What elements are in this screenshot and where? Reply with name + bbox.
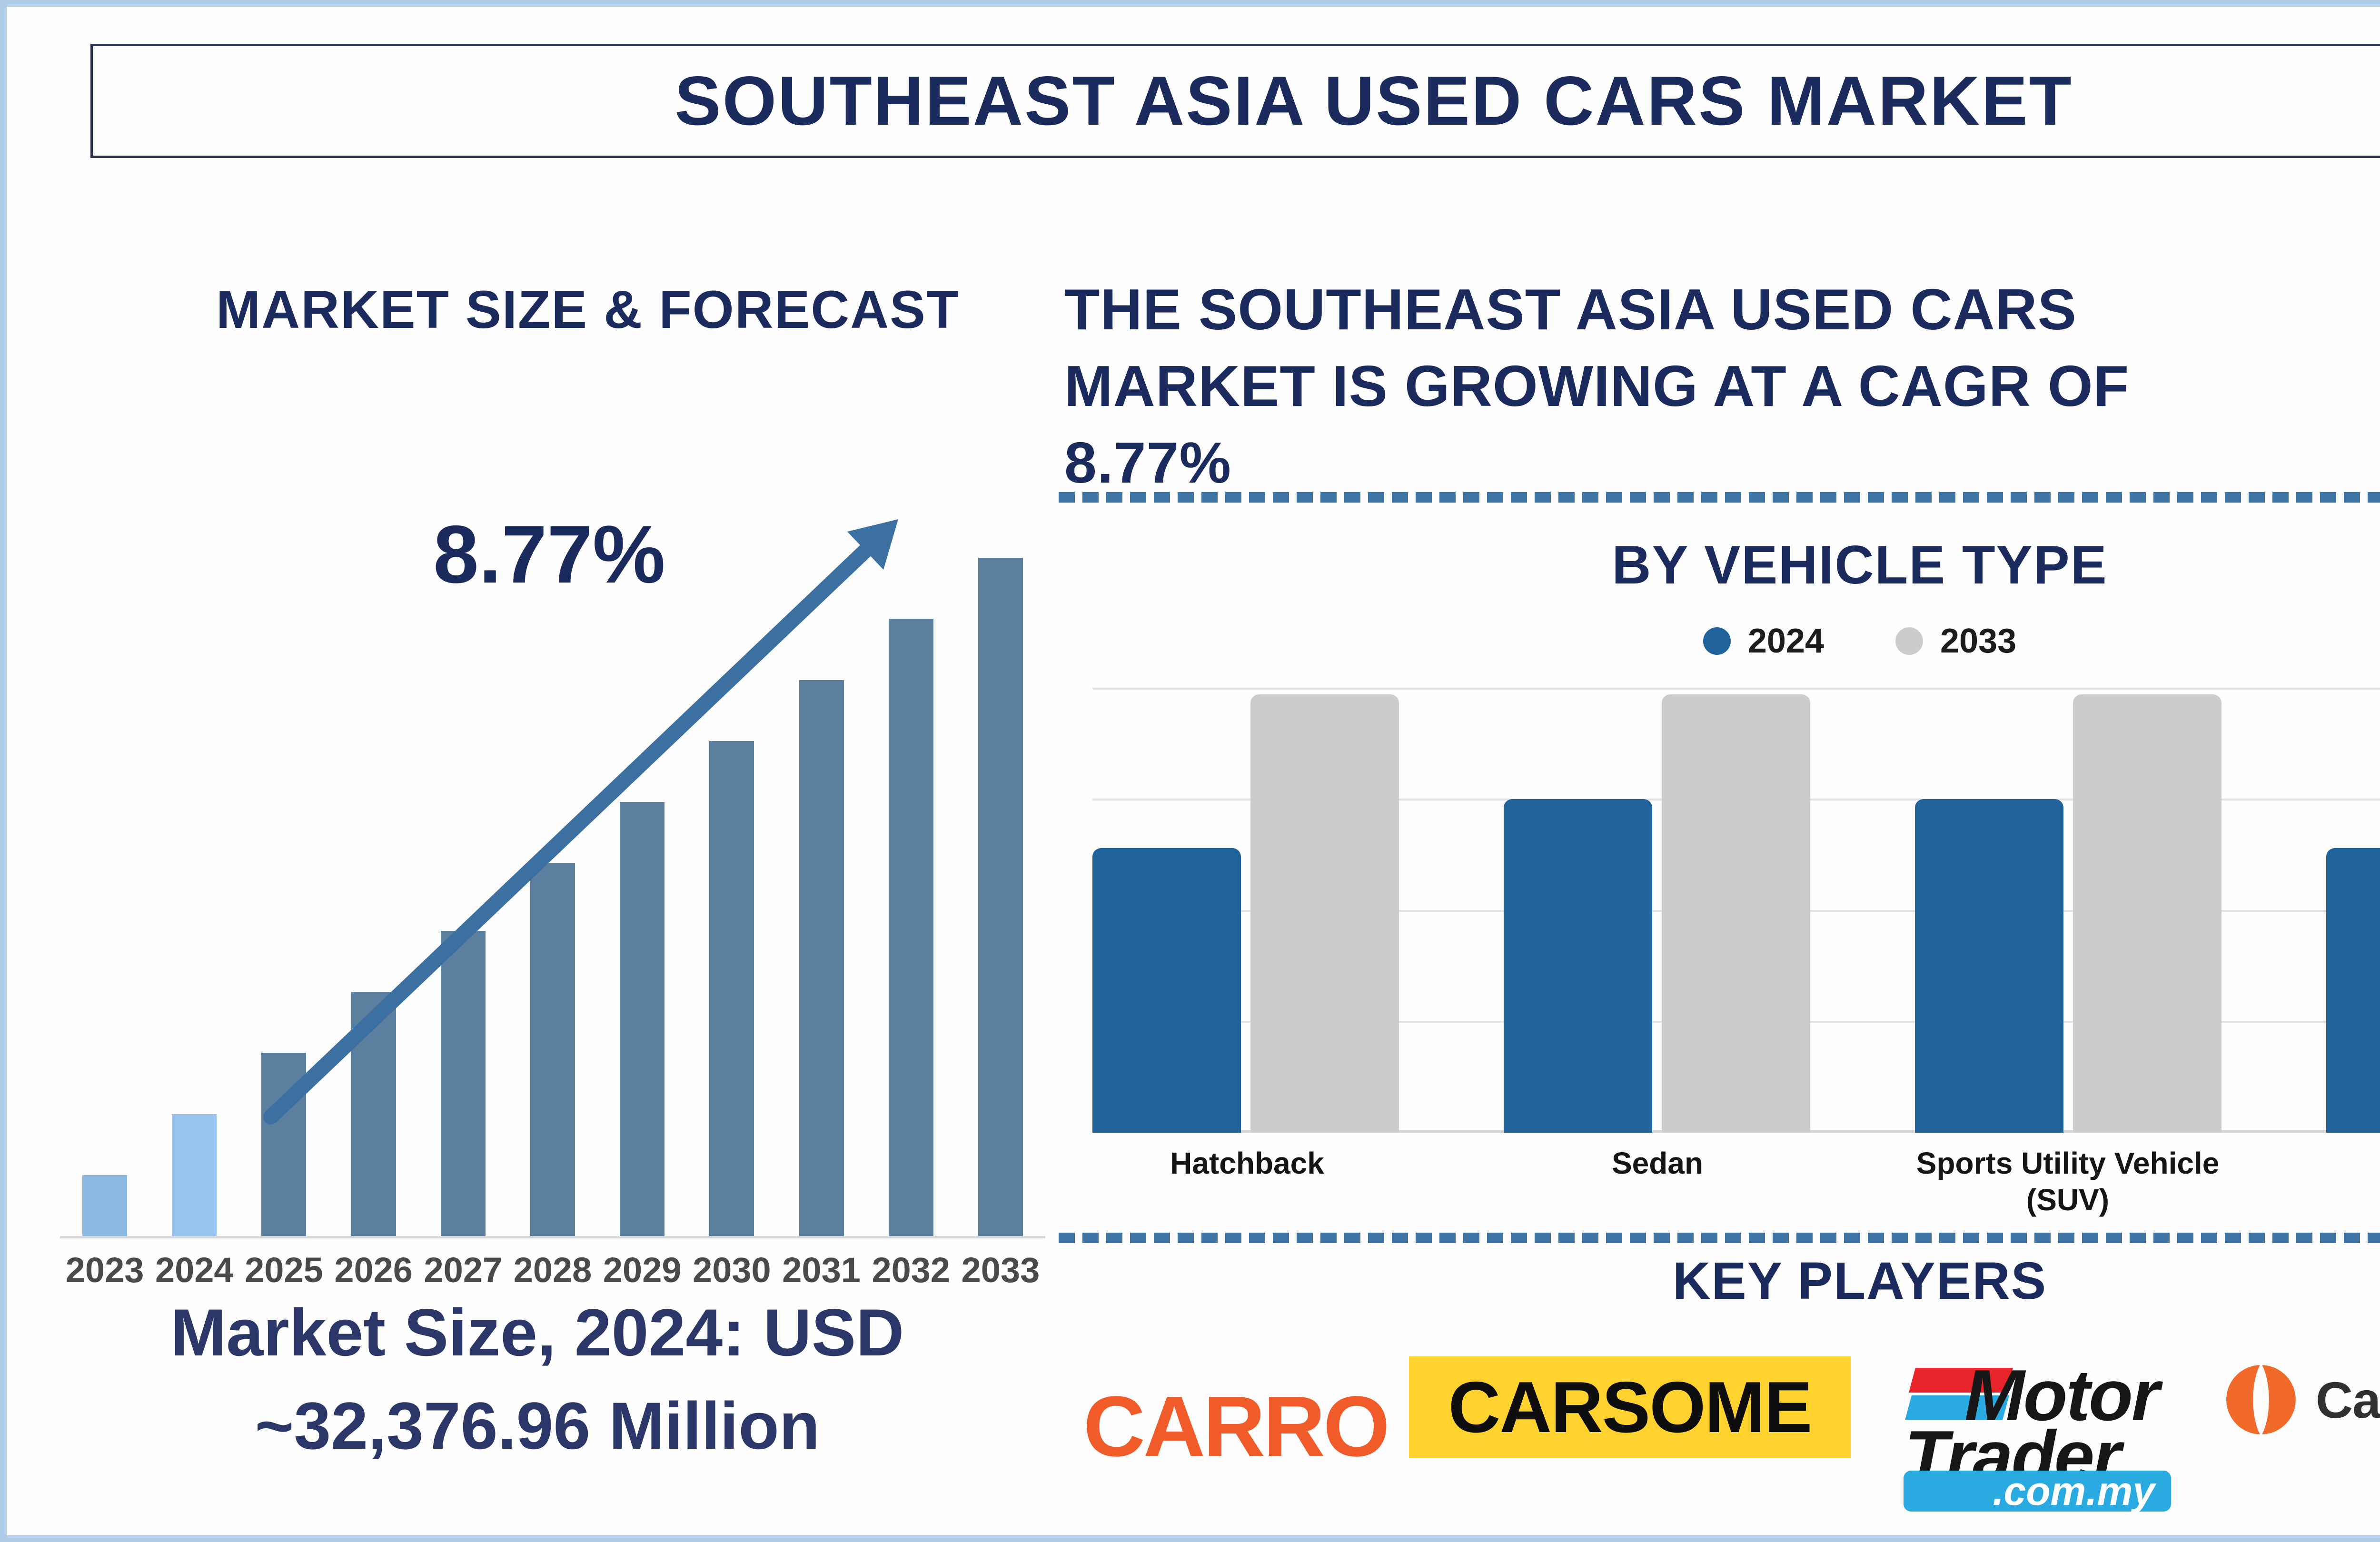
vehicle-bar-group: [1915, 688, 2221, 1133]
market-size-bar-2029: [620, 802, 665, 1236]
legend-item-2024: 2024: [1703, 622, 1824, 661]
vehicle-category-label: Sedan: [1611, 1146, 1704, 1180]
legend-dot-icon: [1895, 627, 1923, 655]
growth-statement: THE SOUTHEAST ASIA USED CARS MARKET IS G…: [1064, 271, 2254, 501]
year-tick-label: 2026: [334, 1250, 413, 1290]
year-tick-label: 2030: [693, 1250, 771, 1290]
market-size-bar-slot: [777, 558, 866, 1236]
legend-item-2033: 2033: [1895, 622, 2016, 661]
market-size-chart: [60, 558, 1045, 1238]
carro-logo: CARRO: [1083, 1379, 1390, 1474]
market-size-bar-2023: [82, 1175, 128, 1236]
market-size-bars: [60, 558, 1045, 1236]
vehicle-bar-group: [1092, 688, 1399, 1133]
vehicle-type-category-axis: Hatchback Sedan Sports Utility Vehicle (SU…: [1092, 1145, 2380, 1218]
motor-trader-logo: Motor Trader .com.my: [1904, 1355, 2189, 1514]
vehicle-category-label: Hatchback: [1170, 1146, 1324, 1180]
motor-trader-domain-bar: .com.my: [1904, 1471, 2171, 1512]
market-size-bar-2033: [978, 558, 1023, 1236]
year-tick-label: 2029: [603, 1250, 682, 1290]
vehicle-bar-group: [1504, 688, 1810, 1133]
motor-trader-word-1: Motor: [1964, 1355, 2160, 1436]
vehicle-bar-2024: [2326, 848, 2380, 1133]
vehicle-bar-2033: [2073, 694, 2221, 1133]
growth-line-3: 8.77%: [1064, 430, 1231, 495]
market-size-bar-2027: [440, 930, 486, 1236]
gridline: [1092, 688, 2380, 690]
caption-line-1: Market Size, 2024: USD: [170, 1295, 904, 1370]
year-tick-label: 2024: [155, 1250, 234, 1290]
market-size-bar-slot: [418, 558, 508, 1236]
market-size-bar-slot: [956, 558, 1045, 1236]
vehicle-category-label: Sports Utility Vehicle (SUV): [1916, 1146, 2220, 1217]
vehicle-bar-2033: [1662, 694, 1810, 1133]
motor-trader-domain: .com.my: [1993, 1469, 2155, 1513]
key-players-heading: KEY PLAYERS: [1672, 1252, 2047, 1310]
market-size-bar-slot: [597, 558, 687, 1236]
market-size-heading: MARKET SIZE & FORECAST: [216, 280, 960, 339]
trend-arrow-icon: [263, 519, 898, 1125]
vehicle-type-bars: [1092, 688, 2380, 1133]
vehicle-bar-2024: [1092, 848, 1241, 1133]
market-size-caption: Market Size, 2024: USD ~32,376.96 Millio…: [69, 1286, 1006, 1473]
vehicle-type-chart: [1092, 688, 2380, 1133]
vehicle-category-label: Others: [2323, 1145, 2380, 1218]
market-size-bar-2031: [799, 680, 844, 1236]
year-tick-label: 2031: [782, 1250, 861, 1290]
market-size-bar-slot: [60, 558, 149, 1236]
year-tick-label: 2028: [513, 1250, 592, 1290]
year-tick-label: 2033: [961, 1250, 1040, 1290]
vehicle-bar-group: [2326, 688, 2380, 1133]
market-size-bar-2024: [172, 1114, 217, 1236]
market-size-bar-2028: [530, 863, 575, 1236]
legend-label: 2024: [1747, 622, 1824, 660]
legend-label: 2033: [1940, 622, 2017, 660]
vehicle-bar-2033: [1250, 694, 1399, 1133]
vehicle-bar-2024: [1915, 799, 2063, 1133]
year-tick-label: 2032: [872, 1250, 951, 1290]
legend-dot-icon: [1703, 627, 1731, 655]
market-size-bar-2030: [709, 741, 754, 1236]
cagr-annotation: 8.77%: [433, 509, 665, 600]
title-box: SOUTHEAST ASIA USED CARS MARKET: [90, 44, 2380, 158]
market-size-bar-2032: [888, 619, 933, 1236]
page-title: SOUTHEAST ASIA USED CARS MARKET: [674, 62, 2073, 139]
dashed-divider-bottom: [1059, 1233, 2380, 1243]
caption-line-2: ~32,376.96 Million: [255, 1388, 820, 1463]
market-size-bar-slot: [866, 558, 956, 1236]
cardekho-logo: CarDekho SEA: [2222, 1359, 2380, 1440]
dashed-divider-top: [1059, 492, 2380, 503]
cardekho-circle-icon: [2226, 1363, 2296, 1436]
vehicle-type-heading: BY VEHICLE TYPE: [1612, 535, 2108, 595]
carsome-logo: CARSOME: [1409, 1356, 1851, 1458]
market-size-year-axis: 2023 2024 2025 2026 2027 2028 2029 2030 2031 2032…: [60, 1250, 1045, 1290]
market-size-bar-slot: [687, 558, 776, 1236]
year-tick-label: 2025: [245, 1250, 323, 1290]
vehicle-bar-2024: [1504, 799, 1652, 1133]
growth-line-2: MARKET IS GROWING AT A CAGR OF: [1064, 354, 2130, 419]
year-tick-label: 2027: [424, 1250, 503, 1290]
vehicle-type-legend: 2024 2033: [1059, 622, 2380, 661]
market-size-bar-slot: [149, 558, 239, 1236]
year-tick-label: 2023: [65, 1250, 144, 1290]
growth-line-1: THE SOUTHEAST ASIA USED CARS: [1064, 277, 2077, 342]
carsome-logo-text: CARSOME: [1448, 1366, 1813, 1448]
cardekho-logo-text: CarDekho: [2316, 1371, 2380, 1429]
market-size-bar-slot: [508, 558, 597, 1236]
